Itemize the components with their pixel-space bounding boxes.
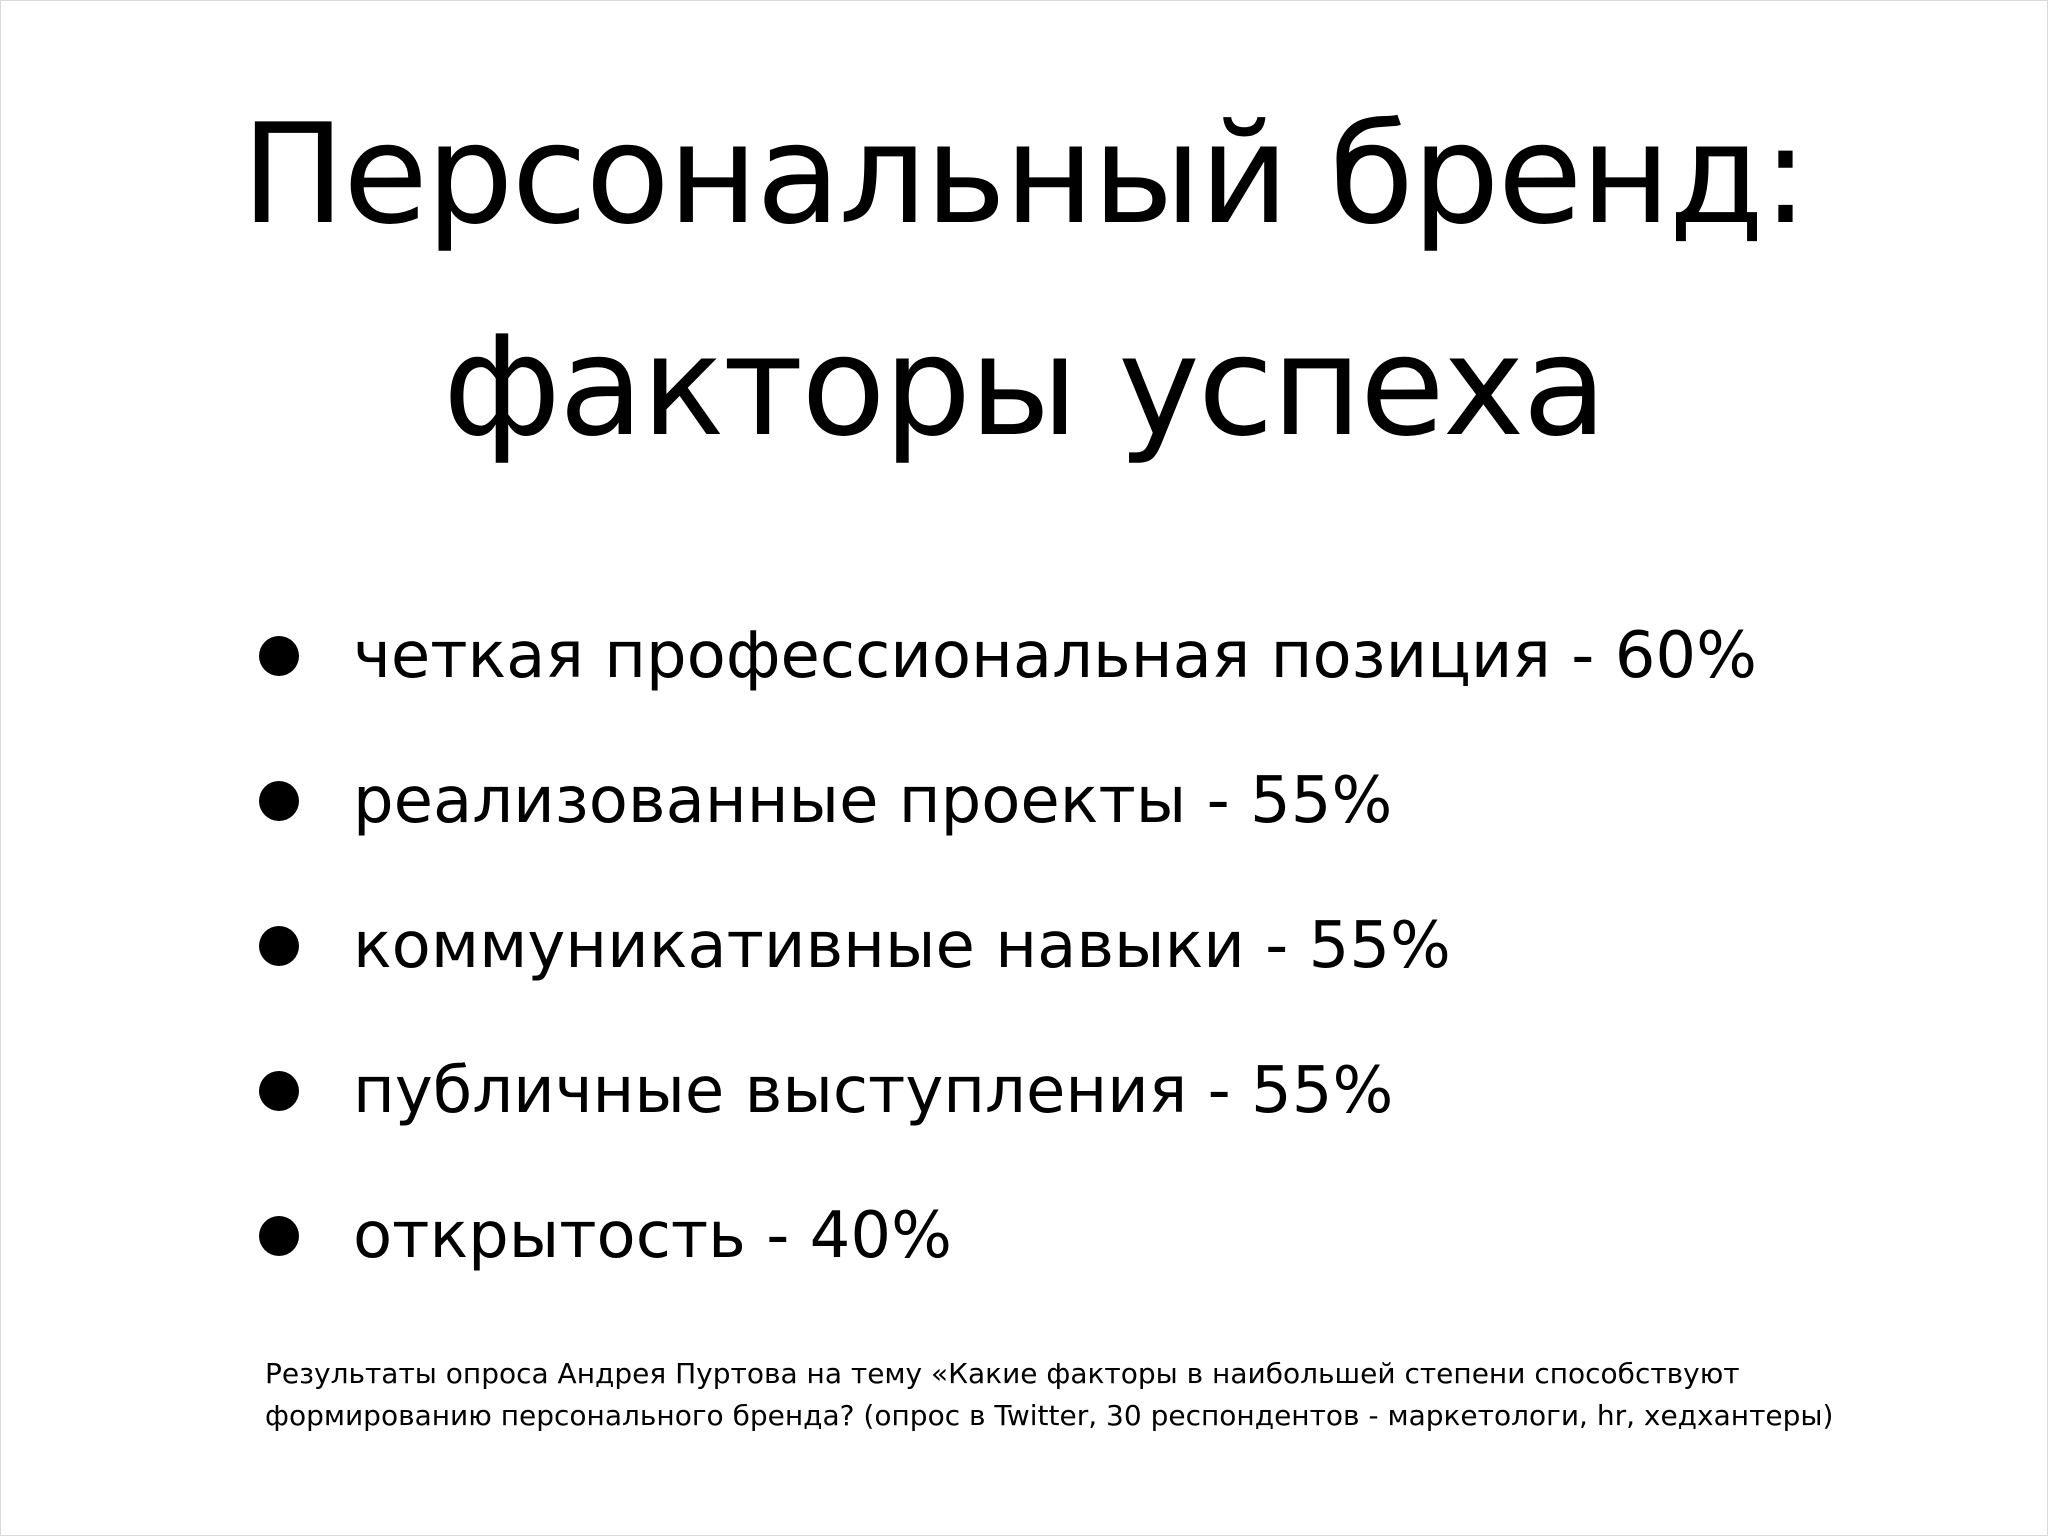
survey-source-footnote: Результаты опроса Андрея Пуртова на тему… bbox=[265, 1353, 1905, 1437]
list-item: публичные выступления - 55% bbox=[259, 1018, 1757, 1163]
list-item: реализованные проекты - 55% bbox=[259, 728, 1757, 873]
slide-title-line-2: факторы успеха bbox=[442, 306, 1607, 467]
list-item-text: четкая профессиональная позиция - 60% bbox=[353, 618, 1757, 693]
bullet-icon bbox=[259, 1070, 299, 1111]
bullet-icon bbox=[259, 780, 299, 821]
list-item: коммуникативные навыки - 55% bbox=[259, 873, 1757, 1018]
list-item-text: реализованные проекты - 55% bbox=[353, 763, 1393, 838]
list-item-text: публичные выступления - 55% bbox=[353, 1053, 1394, 1128]
footnote-line-2: формированию персонального бренда? (опро… bbox=[265, 1399, 1834, 1432]
list-item-text: коммуникативные навыки - 55% bbox=[353, 908, 1451, 983]
list-item: четкая профессиональная позиция - 60% bbox=[259, 583, 1757, 728]
footnote-line-1: Результаты опроса Андрея Пуртова на тему… bbox=[265, 1357, 1740, 1390]
success-factors-list: четкая профессиональная позиция - 60% ре… bbox=[259, 583, 1757, 1308]
list-item-text: открытость - 40% bbox=[353, 1198, 952, 1273]
bullet-icon bbox=[259, 1215, 299, 1256]
bullet-icon bbox=[259, 925, 299, 966]
bullet-icon bbox=[259, 635, 299, 676]
slide-title-line-1: Персональный бренд: bbox=[241, 94, 1808, 255]
list-item: открытость - 40% bbox=[259, 1163, 1757, 1308]
slide-title: Персональный бренд: факторы успеха bbox=[1, 69, 2047, 493]
